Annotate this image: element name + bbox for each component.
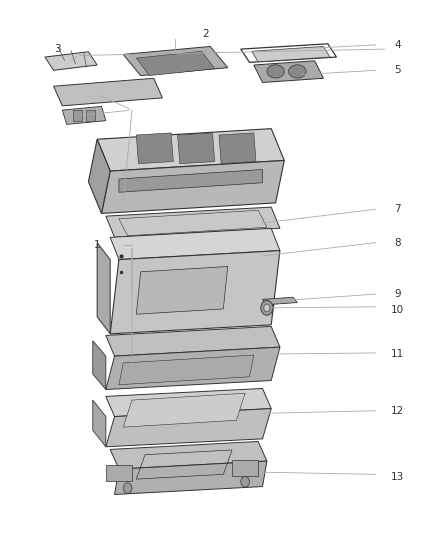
Circle shape (261, 301, 273, 316)
Polygon shape (119, 169, 262, 192)
Text: 7: 7 (394, 204, 401, 214)
Polygon shape (106, 465, 132, 481)
Polygon shape (106, 207, 280, 237)
Polygon shape (254, 61, 323, 83)
Polygon shape (106, 347, 280, 390)
Polygon shape (106, 326, 280, 356)
Polygon shape (93, 400, 106, 447)
Text: 3: 3 (55, 44, 61, 54)
Polygon shape (115, 461, 267, 495)
Polygon shape (123, 393, 245, 427)
Polygon shape (102, 160, 284, 214)
Polygon shape (45, 52, 97, 70)
Polygon shape (136, 51, 215, 76)
Text: 1: 1 (94, 240, 100, 251)
Text: 8: 8 (394, 238, 401, 248)
Polygon shape (86, 110, 95, 120)
Text: 9: 9 (394, 289, 401, 299)
Polygon shape (106, 409, 271, 447)
Polygon shape (106, 389, 271, 417)
Polygon shape (97, 128, 284, 171)
Text: 12: 12 (391, 406, 404, 416)
Polygon shape (110, 228, 280, 260)
Polygon shape (93, 341, 106, 390)
Polygon shape (119, 355, 254, 385)
Polygon shape (232, 460, 258, 476)
Polygon shape (252, 46, 330, 62)
Circle shape (123, 483, 132, 494)
Text: 13: 13 (391, 472, 404, 482)
Polygon shape (136, 133, 173, 164)
Polygon shape (88, 139, 110, 214)
Polygon shape (123, 46, 228, 76)
Polygon shape (262, 297, 297, 305)
Text: 5: 5 (394, 66, 401, 75)
Ellipse shape (289, 64, 306, 78)
Polygon shape (62, 107, 106, 124)
Circle shape (241, 477, 250, 487)
Polygon shape (73, 110, 82, 120)
Polygon shape (178, 133, 215, 164)
Polygon shape (97, 243, 110, 334)
Text: 2: 2 (203, 29, 209, 39)
Polygon shape (219, 133, 256, 164)
Polygon shape (53, 78, 162, 106)
Ellipse shape (267, 64, 284, 78)
Polygon shape (110, 251, 280, 334)
Text: 11: 11 (391, 349, 404, 359)
Circle shape (264, 304, 270, 312)
Polygon shape (136, 266, 228, 314)
Text: 10: 10 (391, 305, 404, 315)
Text: 4: 4 (394, 40, 401, 50)
Polygon shape (110, 441, 267, 469)
